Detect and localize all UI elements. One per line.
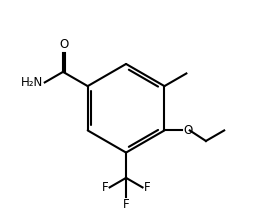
Text: O: O — [183, 124, 193, 137]
Text: F: F — [123, 198, 129, 211]
Text: F: F — [144, 181, 150, 194]
Text: O: O — [59, 38, 69, 51]
Text: H₂N: H₂N — [21, 76, 43, 89]
Text: F: F — [102, 181, 109, 194]
